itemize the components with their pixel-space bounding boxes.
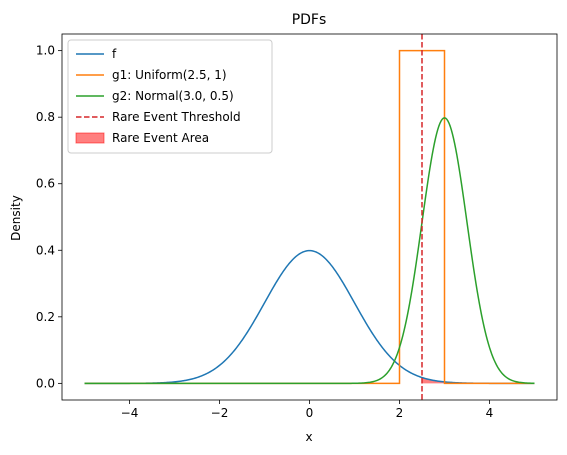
axes: −4 −2 0 2 4 0.0 0.2 0.4 0.6 0.8 1.0 [36, 33, 558, 420]
y-tick-label: 0.6 [36, 177, 55, 191]
y-tick-label: 0.8 [36, 110, 55, 124]
x-tick-label: 0 [306, 406, 314, 420]
x-axis-label: x [305, 430, 312, 444]
x-tick-label: 4 [486, 406, 494, 420]
legend-label-g2-normal-3-0-0-5: g2: Normal(3.0, 0.5) [112, 89, 234, 103]
series-g2-normal-3-0-0-5 [84, 117, 535, 385]
x-tick-label: 2 [396, 406, 404, 420]
legend-label-f: f [112, 47, 117, 61]
y-axis-label: Density [9, 195, 23, 241]
y-tick-label: 0.2 [36, 310, 55, 324]
y-tick-label: 0.0 [36, 376, 55, 390]
legend-label-rare-event-threshold: Rare Event Threshold [112, 110, 241, 124]
legend-box [67, 39, 273, 154]
y-tick-label: 1.0 [36, 44, 55, 58]
x-tick-label: −4 [121, 406, 139, 420]
plot-area [84, 34, 535, 400]
x-tick-label: −2 [211, 406, 229, 420]
chart-title: PDFs [292, 12, 327, 28]
y-tick-label: 0.4 [36, 243, 55, 257]
series-rare-event-area [422, 377, 535, 384]
legend-label-rare-event-area: Rare Event Area [112, 131, 209, 145]
legend-handle-rare-event-area [75, 132, 105, 144]
legend-label-g1-uniform-2-5-1: g1: Uniform(2.5, 1) [112, 68, 227, 82]
legend: f g1: Uniform(2.5, 1) g2: Normal(3.0, 0.5)… [67, 39, 273, 154]
